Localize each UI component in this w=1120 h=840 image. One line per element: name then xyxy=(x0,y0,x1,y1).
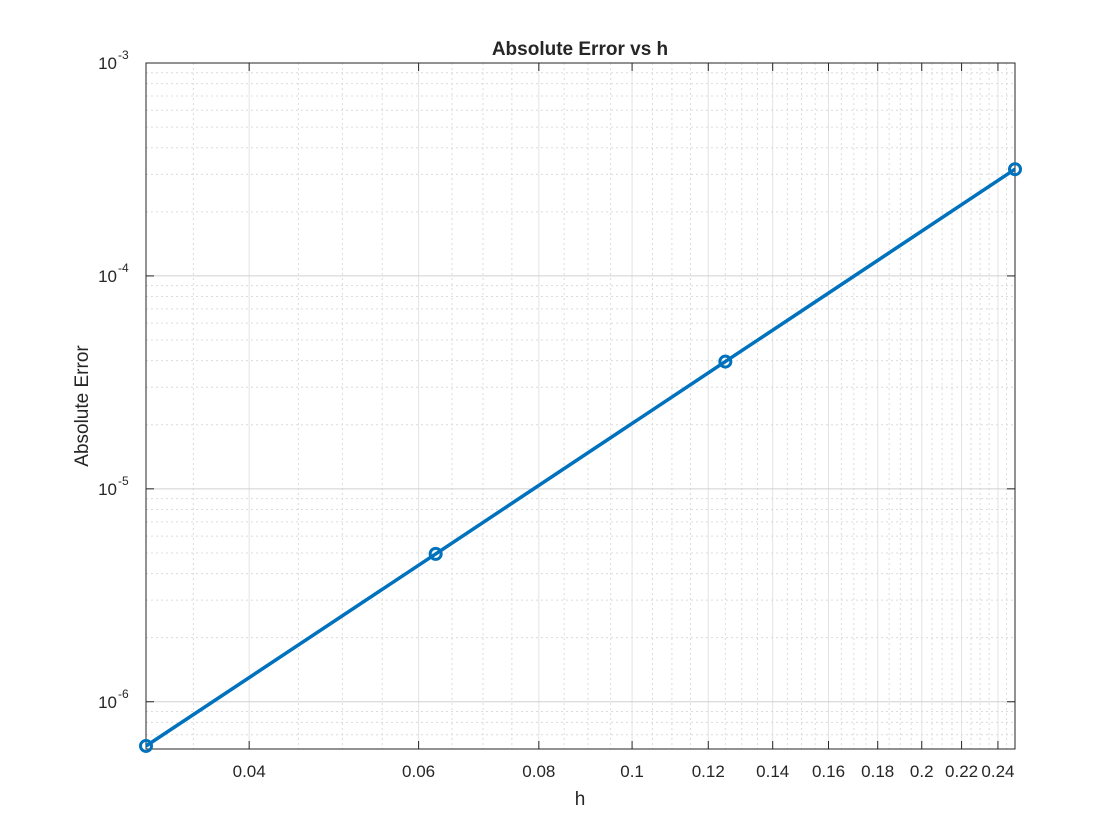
x-tick-label: 0.06 xyxy=(402,762,435,781)
series-line xyxy=(145,167,1016,748)
y-tick-exponent: -6 xyxy=(118,687,129,701)
x-tick-label: 0.08 xyxy=(522,762,555,781)
ticks: 0.04 0.06 0.08 0.1 0.12 0.14 0.16 0.18 0.2 0.22 0.… xyxy=(98,48,1015,781)
x-axis-label: h xyxy=(575,789,586,810)
data-point xyxy=(718,354,733,369)
x-tick-label: 0.22 xyxy=(945,762,978,781)
y-tick-label: 10 xyxy=(98,693,117,712)
y-tick-label: 10 xyxy=(98,480,117,499)
plot-area xyxy=(146,63,1015,749)
y-tick-label: 10 xyxy=(98,54,117,73)
x-tick-label: 0.1 xyxy=(620,762,644,781)
x-tick-label: 0.12 xyxy=(692,762,725,781)
y-tick-exponent: -5 xyxy=(118,474,129,488)
data-point xyxy=(428,546,443,561)
y-tick-exponent: -3 xyxy=(118,48,129,62)
chart-title: Absolute Error vs h xyxy=(492,39,668,60)
series-group xyxy=(139,162,1022,753)
data-point xyxy=(139,738,153,753)
axes-box xyxy=(145,62,1016,750)
x-tick-label: 0.16 xyxy=(812,762,845,781)
y-tick-label: 10 xyxy=(98,267,117,286)
x-tick-label: 0.24 xyxy=(981,762,1014,781)
x-tick-label: 0.2 xyxy=(910,762,934,781)
data-point xyxy=(1008,162,1022,177)
y-tick-exponent: -4 xyxy=(118,261,129,275)
y-axis-label: Absolute Error xyxy=(72,345,93,467)
x-tick-label: 0.04 xyxy=(233,762,266,781)
x-tick-label: 0.14 xyxy=(756,762,789,781)
x-tick-label: 0.18 xyxy=(861,762,894,781)
